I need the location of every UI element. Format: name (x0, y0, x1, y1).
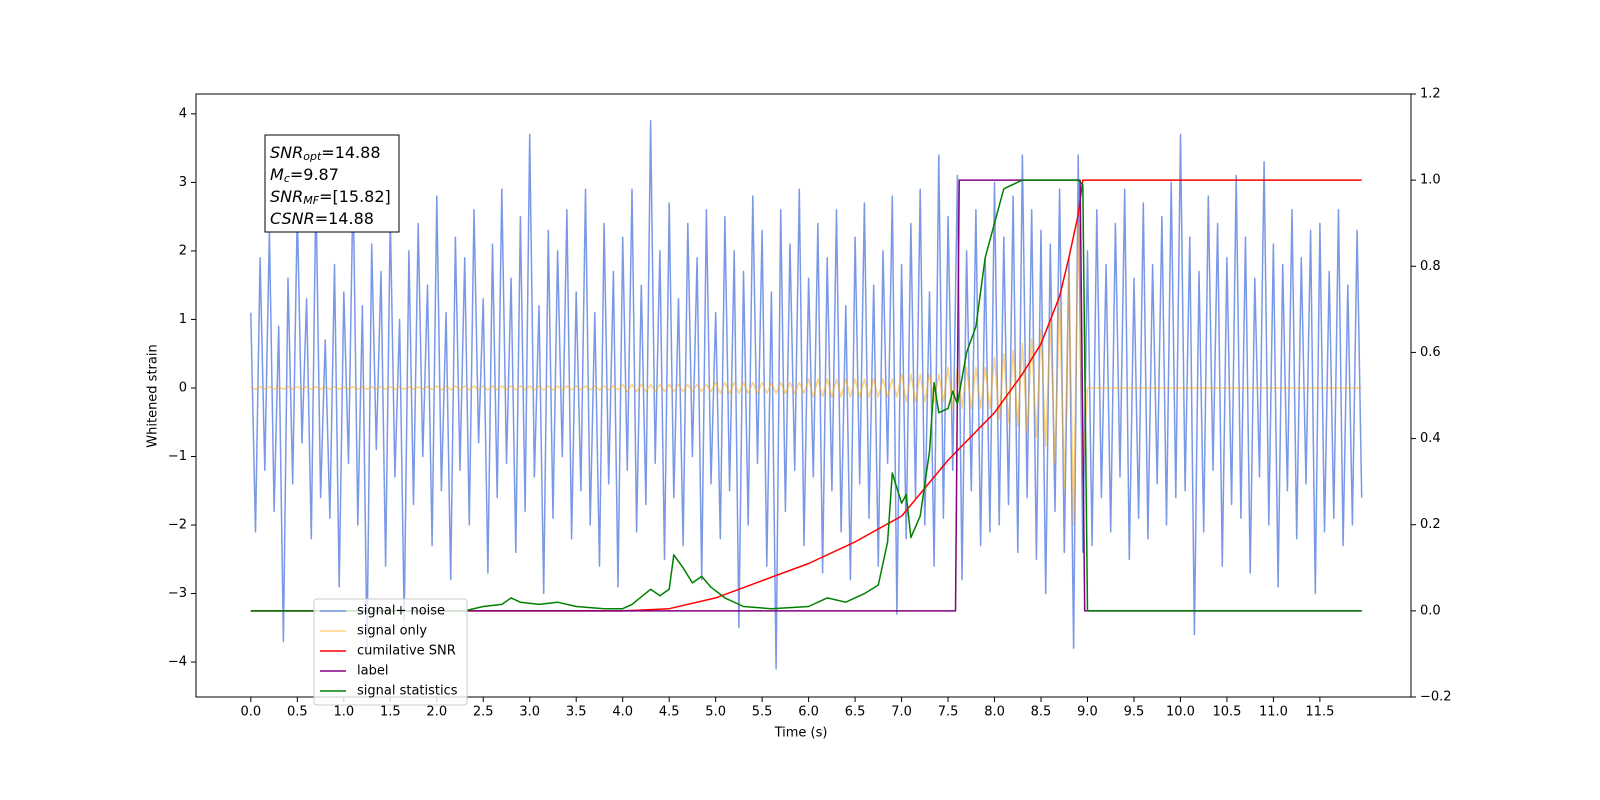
y-tick-label: −1 (168, 449, 187, 464)
x-tick-label: 2.0 (426, 705, 447, 720)
x-tick-label: 0.5 (287, 705, 308, 720)
y-tick-label: 1 (179, 312, 187, 327)
x-axis-label: Time (s) (774, 726, 828, 741)
y2-tick-label: 1.2 (1420, 87, 1441, 102)
series-line (250, 179, 1362, 612)
x-tick-label: 3.0 (519, 705, 540, 720)
y-tick-label: −4 (168, 655, 187, 670)
annotation-line: Mc=9.87 (270, 165, 339, 186)
y-tick-label: 3 (179, 175, 187, 190)
annotation-value: =14.88 (315, 209, 374, 228)
x-tick-label: 10.5 (1212, 705, 1241, 720)
annotation-symbol: SNR (270, 187, 303, 206)
plot-area (250, 119, 1363, 670)
legend-label: signal statistics (357, 684, 458, 699)
annotation-symbol: SNR (270, 143, 303, 162)
axes-frame (195, 93, 1412, 698)
x-tick-label: 4.5 (659, 705, 680, 720)
annotation-value: =14.88 (321, 143, 380, 162)
series-line (250, 179, 1362, 612)
y2-tick-label: 1.0 (1420, 173, 1441, 188)
x-tick-label: 8.0 (984, 705, 1005, 720)
legend: signal+ noise signal only cumilative SNR la… (313, 598, 468, 706)
annotation-subscript: MF (303, 194, 319, 207)
y-axis-label: Whitened strain (146, 344, 161, 447)
y2-tick-label: 0.8 (1420, 259, 1441, 274)
legend-label: label (357, 664, 388, 679)
y-tick-label: −3 (168, 586, 187, 601)
x-tick-label: 9.5 (1124, 705, 1145, 720)
annotation-box: SNRopt=14.88Mc=9.87SNRMF=[15.82]CSNR=14.… (264, 134, 400, 233)
legend-label: signal+ noise (357, 604, 445, 619)
x-tick-label: 1.5 (380, 705, 401, 720)
annotation-value: =[15.82] (319, 187, 391, 206)
legend-label: signal only (357, 624, 427, 639)
annotation-line: CSNR=14.88 (270, 209, 374, 228)
annotation-subscript: c (284, 172, 290, 185)
x-tick-label: 5.0 (705, 705, 726, 720)
annotation-symbol: M (270, 165, 284, 184)
x-tick-label: 8.5 (1031, 705, 1052, 720)
y-tick-label: 0 (179, 380, 187, 395)
x-tick-label: 11.5 (1305, 705, 1334, 720)
annotation-symbol: CSNR (270, 209, 315, 228)
y-tick-label: 2 (179, 243, 187, 258)
x-tick-label: 6.0 (798, 705, 819, 720)
annotation-frame (264, 134, 400, 233)
x-tick-label: 3.5 (566, 705, 587, 720)
annotation-line: SNRopt=14.88 (270, 143, 381, 164)
y2-tick-label: 0.6 (1420, 345, 1441, 360)
annotation-line: SNRMF=[15.82] (270, 187, 391, 208)
annotation-subscript: opt (303, 150, 322, 163)
y-tick-label: 4 (179, 106, 187, 121)
annotation-value: =9.87 (290, 165, 339, 184)
y2-tick-label: 0.0 (1420, 603, 1441, 618)
x-tick-label: 0.0 (241, 705, 262, 720)
y2-tick-label: 0.2 (1420, 517, 1441, 532)
series-line (250, 222, 1362, 526)
y-tick-label: −2 (168, 518, 187, 533)
legend-frame (313, 598, 468, 706)
x-tick-label: 9.0 (1077, 705, 1098, 720)
x-tick-label: 6.5 (845, 705, 866, 720)
x-tick-label: 7.5 (938, 705, 959, 720)
x-tick-label: 10.0 (1166, 705, 1195, 720)
x-tick-label: 5.5 (752, 705, 773, 720)
x-tick-label: 7.0 (891, 705, 912, 720)
x-tick-label: 2.5 (473, 705, 494, 720)
x-tick-label: 11.0 (1259, 705, 1288, 720)
y2-tick-label: 0.4 (1420, 431, 1441, 446)
ticks: 0.0 0.5 1.0 1.5 2.0 2.5 3.0 3.5 4.0 4.5 5.0 5.5 6.0 6… (168, 87, 1452, 720)
x-tick-label: 1.0 (333, 705, 354, 720)
x-tick-label: 4.0 (612, 705, 633, 720)
legend-label: cumilative SNR (357, 644, 456, 659)
y2-tick-label: −0.2 (1420, 690, 1452, 705)
series-line (250, 119, 1363, 670)
